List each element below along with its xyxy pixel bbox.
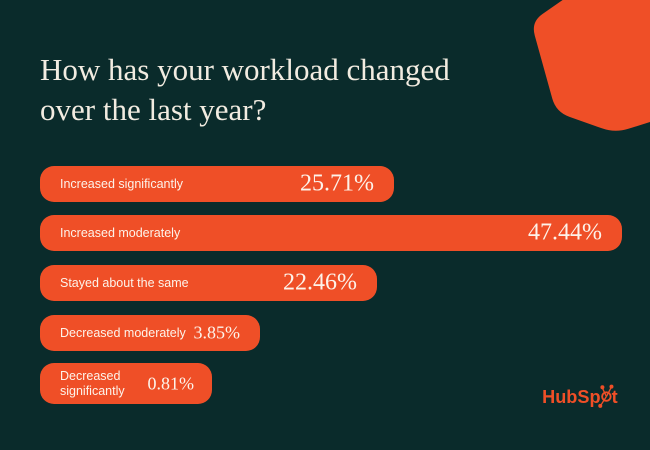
svg-text:HubSp: HubSp [542,387,600,407]
svg-text:t: t [612,387,618,407]
